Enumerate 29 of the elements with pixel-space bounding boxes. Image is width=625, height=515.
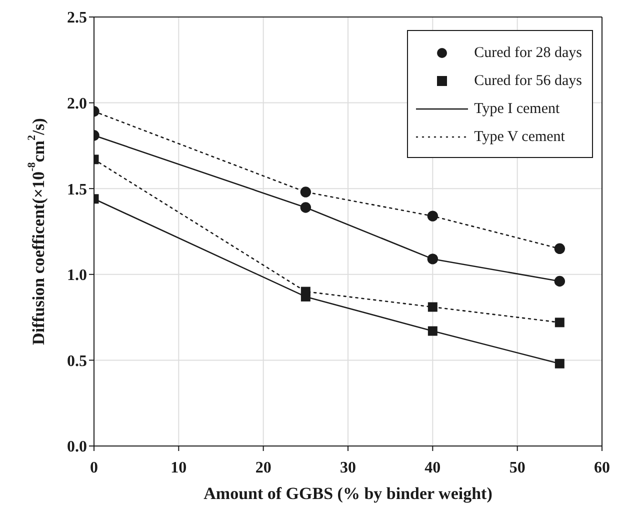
x-tick-label: 40 bbox=[424, 459, 441, 476]
x-tick-label: 10 bbox=[170, 459, 187, 476]
point bbox=[300, 202, 312, 213]
y-tick-label: 2.0 bbox=[67, 95, 87, 112]
y-tick-label: 0.5 bbox=[67, 352, 87, 370]
x-tick-label: 60 bbox=[594, 459, 610, 476]
x-tick-label: 0 bbox=[90, 459, 98, 476]
point bbox=[428, 326, 438, 336]
x-tick-label: 20 bbox=[255, 459, 272, 476]
x-axis-title: Amount of GGBS (% by binder weight) bbox=[204, 484, 492, 503]
point bbox=[428, 302, 438, 312]
point bbox=[554, 276, 566, 287]
y-tick-label: 1.5 bbox=[67, 181, 87, 198]
point bbox=[554, 243, 566, 254]
y-tick-label: 0.0 bbox=[67, 438, 87, 456]
legend-label: Type V cement bbox=[474, 128, 565, 146]
y-tick-label: 1.0 bbox=[67, 267, 87, 284]
point bbox=[427, 210, 438, 222]
y-tick-label: 2.5 bbox=[67, 10, 87, 27]
x-tick-label: 50 bbox=[509, 459, 526, 476]
x-tick-label: 30 bbox=[340, 459, 356, 476]
point bbox=[427, 254, 438, 264]
point bbox=[554, 358, 564, 368]
legend-label: Cured for 28 days bbox=[474, 44, 582, 62]
point bbox=[554, 318, 564, 328]
point bbox=[300, 186, 312, 198]
point bbox=[300, 292, 310, 302]
legend-label: Cured for 56 days bbox=[474, 72, 582, 90]
legend-label: Type I cement bbox=[474, 100, 560, 118]
